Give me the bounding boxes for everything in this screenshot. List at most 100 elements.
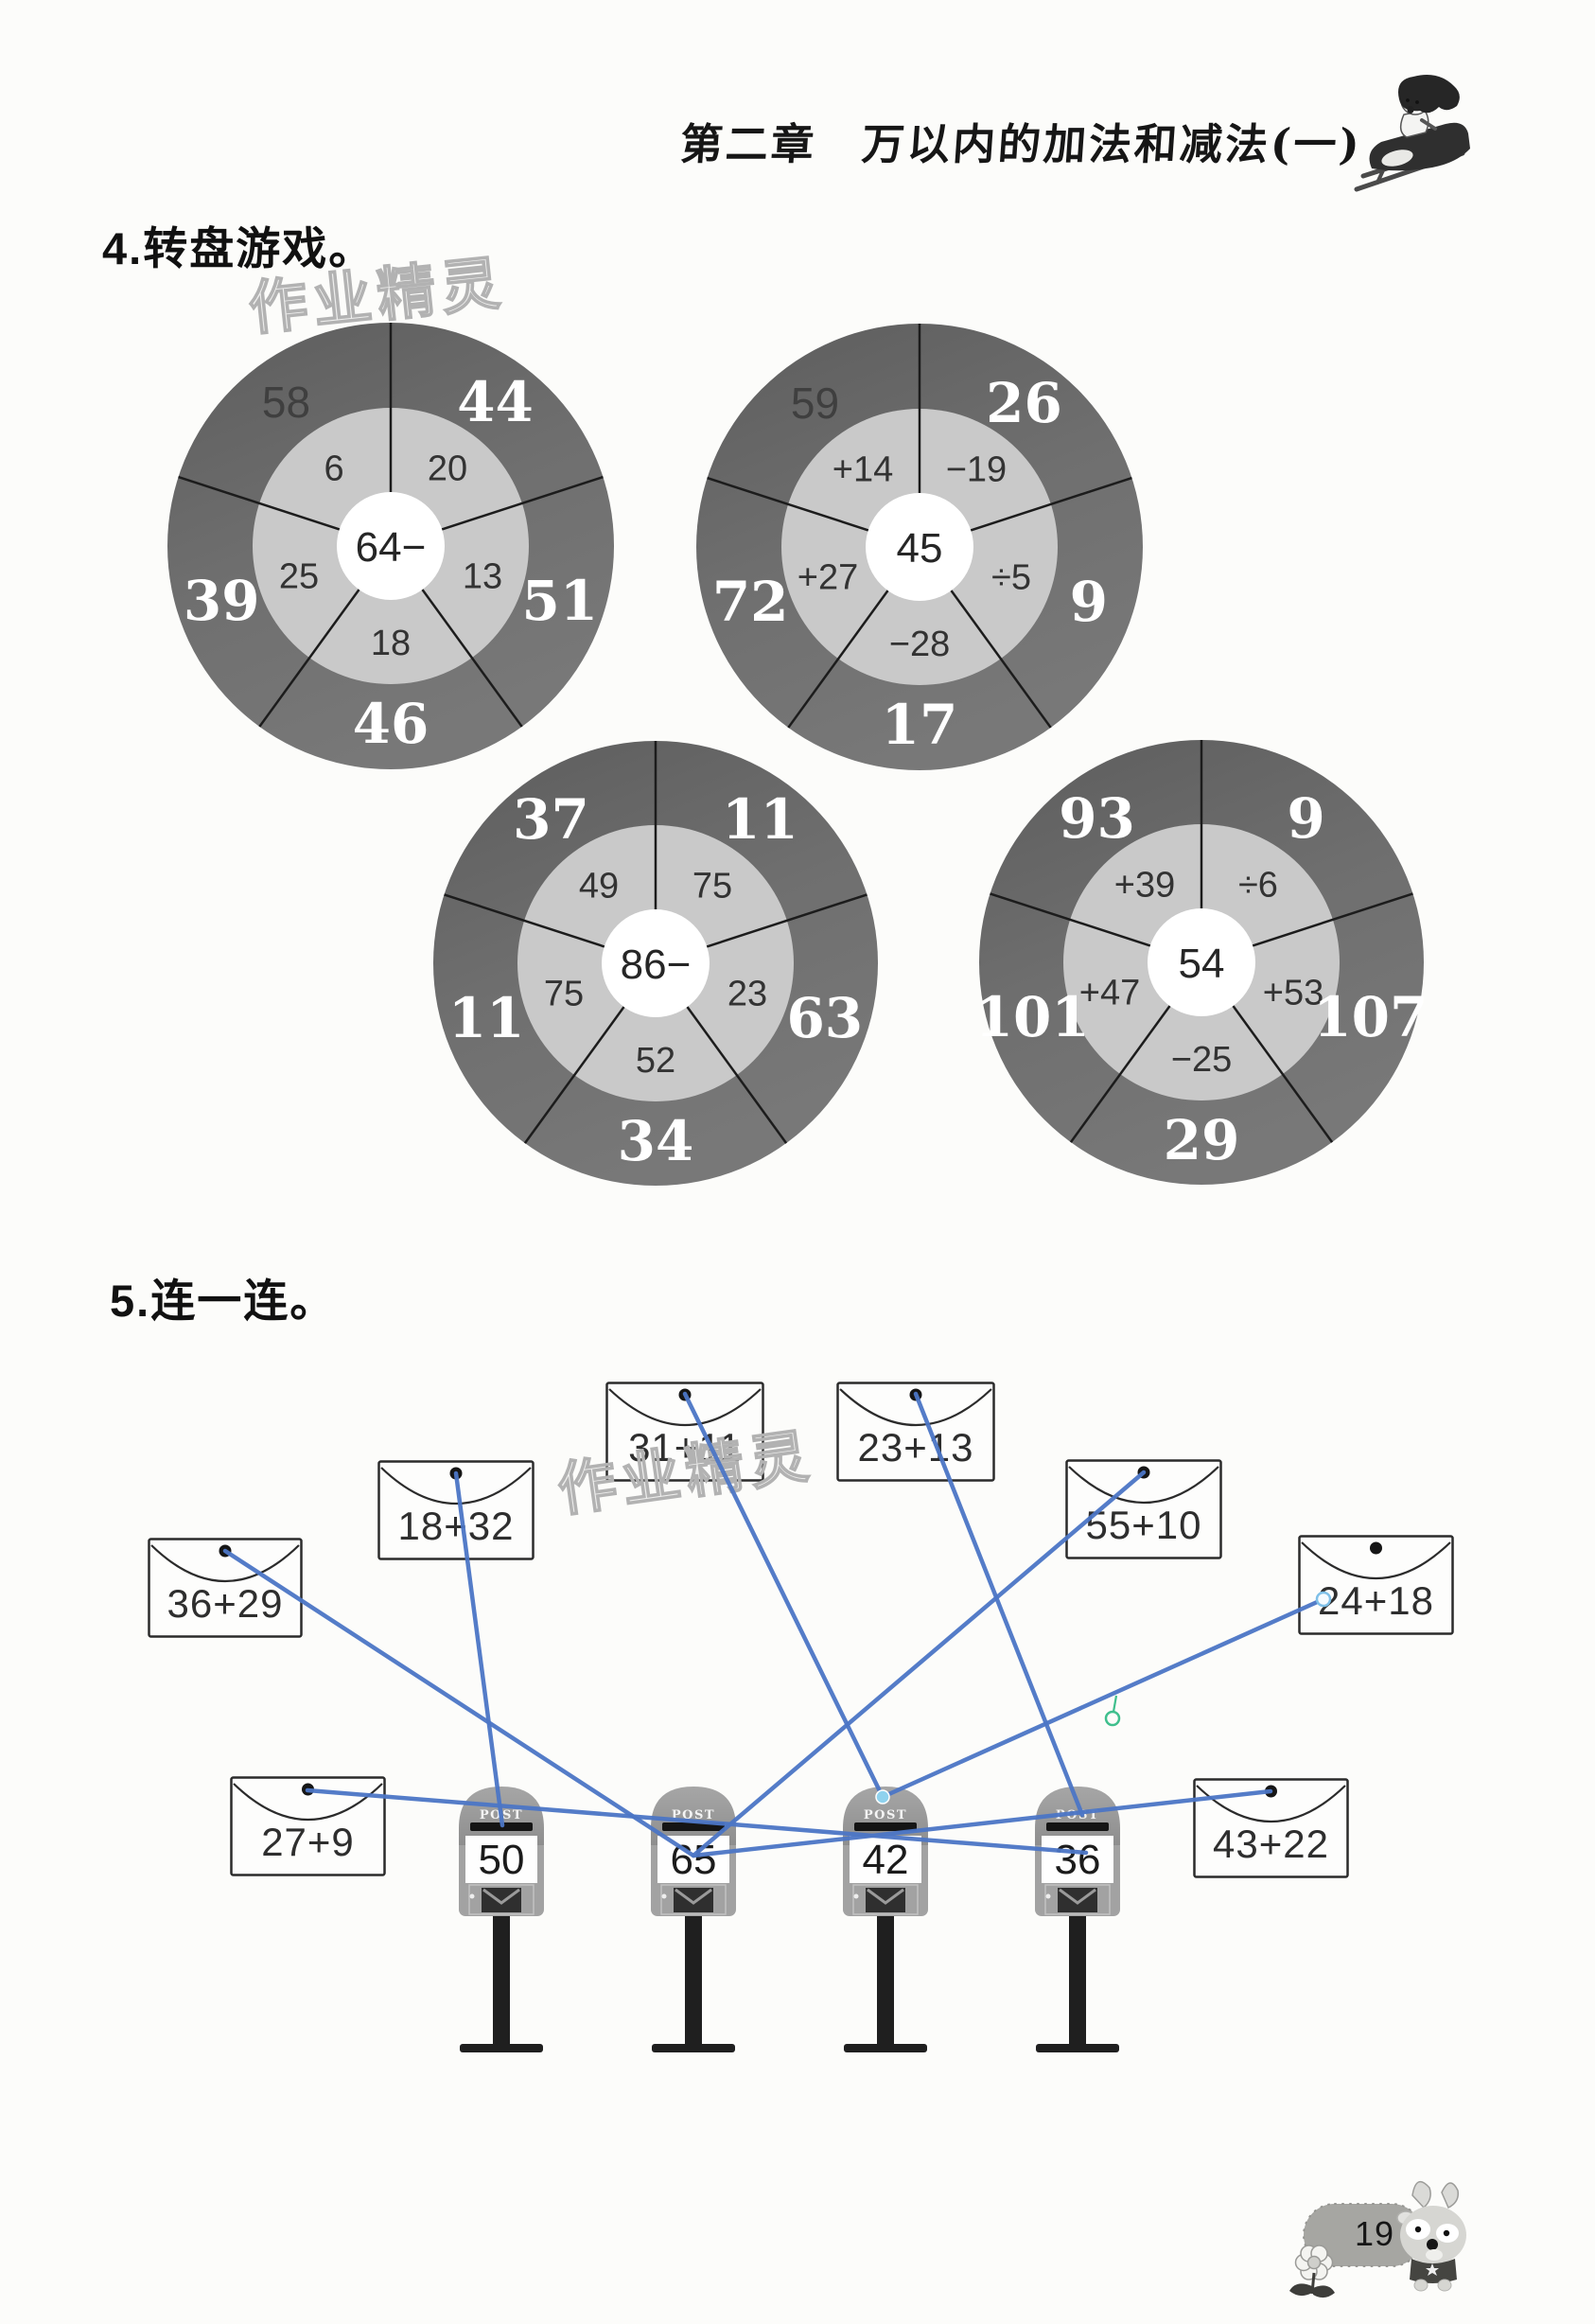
envelope-problem: 27+9 — [261, 1820, 355, 1864]
envelope-flap — [839, 1388, 992, 1426]
dog-eye — [1414, 2226, 1422, 2233]
dog-nose — [1427, 2239, 1438, 2250]
wheel-86-outer-value: 11 — [448, 986, 525, 1050]
boy-eye — [1406, 98, 1410, 102]
section-5-title: 5.连一连。 — [110, 1276, 337, 1326]
boy-arm — [1420, 118, 1437, 131]
connection-line-1 — [222, 1548, 696, 1858]
spinner-wheel-64: 64− 6 20 13 18 25 58 44 51 46 39 — [167, 323, 614, 769]
wheel-64-hub — [337, 492, 445, 600]
envelope-23-13: 23+13 — [836, 1382, 995, 1482]
green-marker-stub — [1112, 1695, 1118, 1713]
wheel-64-inner-value: 25 — [279, 557, 319, 597]
wheel-45-outer-value: 17 — [882, 693, 958, 757]
mailbox-number-plate — [850, 1836, 921, 1883]
mailbox-frame — [1044, 1884, 1111, 1915]
mailbox-42: POST 42 — [843, 1787, 928, 2052]
wheel-54-divider — [1232, 1005, 1334, 1143]
connection-line-4 — [305, 1787, 1089, 1856]
wheel-86-divider — [706, 893, 868, 948]
dog-leg — [1413, 2279, 1428, 2292]
wheel-45-outer-value: 72 — [712, 570, 789, 634]
wheel-64-outer-value: 39 — [184, 569, 260, 633]
mailbox-base — [1036, 2044, 1119, 2052]
envelope-problem: 55+10 — [1086, 1503, 1202, 1547]
mailbox-number-plate — [465, 1836, 537, 1883]
wheel-54-outer-value: 9 — [1287, 786, 1324, 851]
wheel-64-center-value: 64− — [356, 524, 427, 571]
wheel-86-divider — [444, 893, 605, 948]
flower-stem — [1310, 2272, 1316, 2295]
envelope-body — [148, 1538, 303, 1638]
spinner-wheel-54: 54+39 ÷6 +53 −25 +47 93 9 107 29 101 — [975, 740, 1428, 1185]
connection-line-6 — [682, 1391, 885, 1800]
wheel-54-divider — [1252, 892, 1413, 947]
envelope-flap — [608, 1388, 762, 1426]
mailbox-post-pole — [493, 1916, 510, 2046]
flower-leaf — [1313, 2285, 1335, 2298]
wheel-86-outer-value: 63 — [786, 986, 863, 1050]
wheel-86-inner-value: 23 — [727, 975, 767, 1014]
mailbox-number-plate — [657, 1836, 729, 1883]
flower-leaf — [1289, 2283, 1312, 2297]
mailbox-slot — [854, 1822, 917, 1831]
wheel-64-divider — [178, 475, 341, 531]
wheel-86-inner-value: 75 — [692, 866, 732, 906]
envelope-problem: 23+13 — [858, 1425, 974, 1470]
envelope-problem: 24+18 — [1318, 1578, 1434, 1623]
mailbox-dot — [1045, 1893, 1051, 1899]
envelope-36-29: 36+29 — [148, 1538, 303, 1638]
wheel-64-inner-value: 20 — [428, 449, 467, 488]
mailbox-slot — [1046, 1822, 1109, 1831]
envelope-body — [836, 1382, 995, 1482]
mail-icon-flap — [482, 1888, 520, 1905]
dog-ear — [1411, 2180, 1431, 2210]
dog-shirt-star — [1426, 2263, 1439, 2276]
mailbox-post-pole — [877, 1916, 894, 2046]
wheel-86-hub — [602, 909, 710, 1017]
mail-icon-flap — [867, 1888, 904, 1905]
mailbox-dot — [853, 1893, 859, 1899]
anchor-open-circle — [1315, 1591, 1332, 1608]
mailbox-base — [844, 2044, 927, 2052]
wheel-54-outer-value: 107 — [1313, 985, 1428, 1049]
mailbox-number-plate — [1042, 1836, 1113, 1883]
wheel-54-divider — [1069, 1005, 1171, 1143]
envelope-body — [377, 1460, 535, 1560]
wheel-64-divider — [441, 475, 604, 531]
mailbox-frame — [660, 1884, 727, 1915]
connection-line-5 — [913, 1391, 1085, 1818]
boy-hair — [1398, 74, 1460, 114]
wheel-45-outer-value: 9 — [1070, 570, 1108, 634]
wheel-45-divider — [787, 590, 889, 729]
mailbox-post-pole — [685, 1916, 702, 2046]
dog-leg — [1437, 2279, 1452, 2292]
wheel-64-inner-value: 6 — [324, 449, 343, 488]
wheel-54-divider — [990, 892, 1151, 947]
wheel-45-inner-value: −19 — [946, 449, 1007, 489]
wheel-45-outer-value: 26 — [986, 371, 1062, 435]
wheel-45-divider — [950, 590, 1052, 729]
wheel-64-inner-value: 18 — [371, 624, 411, 663]
envelope-body — [1193, 1778, 1349, 1878]
wheel-64-outer-value: 58 — [262, 378, 310, 427]
wheel-54-outer-value: 93 — [1059, 786, 1135, 851]
wheel-64-outer-value: 46 — [353, 692, 429, 756]
wheel-45-divider — [970, 476, 1132, 532]
wheel-54-inner-value: +39 — [1114, 865, 1175, 905]
wheel-45-inner-value: −28 — [889, 625, 950, 664]
envelope-24-18: 24+18 — [1298, 1535, 1454, 1635]
envelope-55-10: 55+10 — [1065, 1459, 1222, 1559]
wheel-45-inner-value: +14 — [833, 449, 893, 489]
envelope-43-22: 43+22 — [1193, 1778, 1349, 1878]
connection-line-2 — [691, 1470, 1147, 1858]
section-4-title: 4.转盘游戏。 — [102, 223, 376, 273]
mailbox-frame — [468, 1884, 535, 1915]
envelope-18-32: 18+32 — [377, 1460, 535, 1560]
dog-muzzle — [1426, 2249, 1443, 2261]
connection-line-0 — [453, 1470, 505, 1828]
envelope-body — [1065, 1459, 1222, 1559]
wheel-64-outer-value: 51 — [521, 569, 598, 633]
dog-eye — [1443, 2229, 1450, 2237]
